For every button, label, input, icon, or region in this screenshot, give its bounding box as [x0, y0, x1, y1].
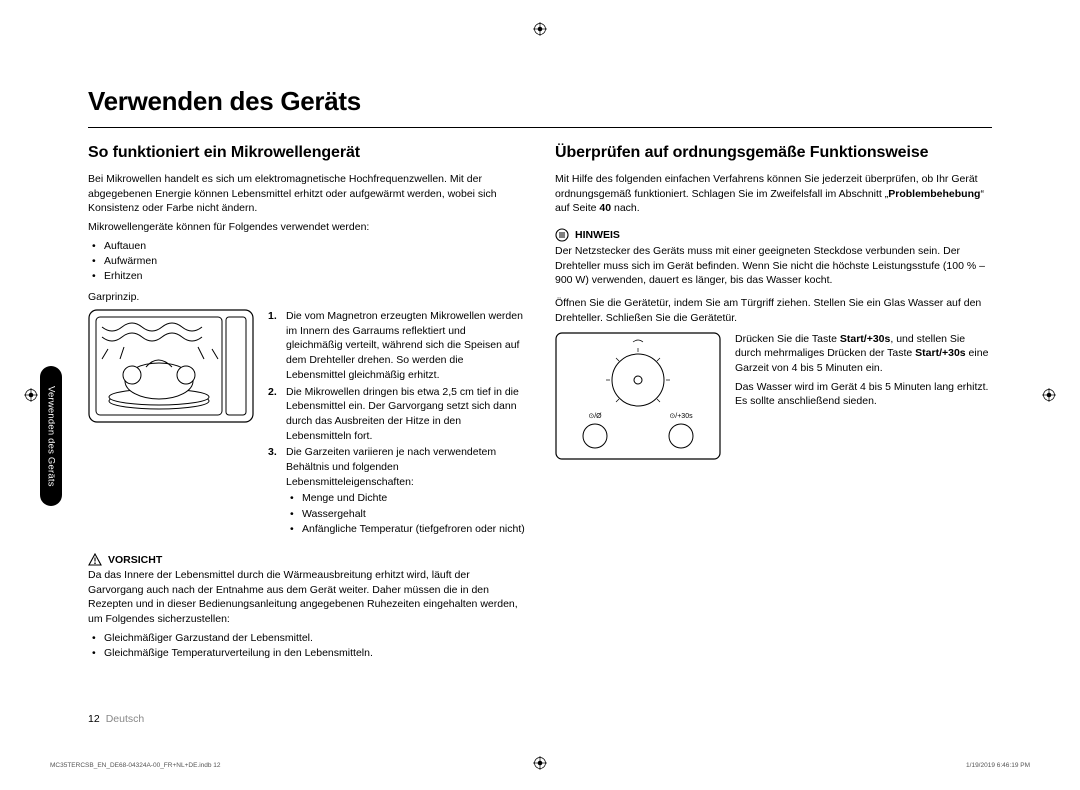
svg-text:⊙/+30s: ⊙/+30s — [669, 413, 693, 420]
body-text: Drücken Sie die Taste Start/+30s, und st… — [735, 332, 992, 376]
warning-icon — [88, 553, 102, 566]
list-item: 2.Die Mikrowellen dringen bis etwa 2,5 c… — [268, 385, 525, 444]
body-text: Das Wasser wird im Gerät 4 bis 5 Minuten… — [735, 380, 992, 409]
column-right: Überprüfen auf ordnungsgemäße Funktionsw… — [555, 144, 992, 665]
body-text: Bei Mikrowellen handelt es sich um elekt… — [88, 172, 525, 216]
print-timestamp: 1/19/2019 6:46:19 PM — [966, 762, 1030, 769]
caution-label: VORSICHT — [108, 554, 162, 566]
print-footer: MC35TERCSB_EN_DE68-04324A-00_FR+NL+DE.in… — [50, 762, 1030, 769]
page-language: Deutsch — [106, 713, 145, 725]
divider — [88, 127, 992, 128]
body-text: Mikrowellengeräte können für Folgendes v… — [88, 220, 525, 235]
list-item: Anfängliche Temperatur (tiefgefroren ode… — [302, 522, 525, 537]
properties-list: Menge und Dichte Wassergehalt Anfänglich… — [268, 491, 525, 537]
section-heading: Überprüfen auf ordnungsgemäße Funktionsw… — [555, 144, 992, 162]
microwave-principle-illustration — [88, 309, 254, 541]
control-panel-illustration: ⊙/Ø ⊙/+30s — [555, 332, 721, 460]
list-item: Aufwärmen — [104, 254, 525, 269]
caution-list: Gleichmäßiger Garzustand der Lebensmitte… — [88, 631, 525, 661]
crop-mark-icon — [1042, 388, 1056, 402]
note-icon — [555, 228, 569, 242]
caution-heading: VORSICHT — [88, 553, 525, 566]
section-heading: So funktioniert ein Mikrowellengerät — [88, 144, 525, 162]
print-filename: MC35TERCSB_EN_DE68-04324A-00_FR+NL+DE.in… — [50, 762, 221, 769]
steps-list: 1.Die vom Magnetron erzeugten Mikrowelle… — [268, 309, 525, 489]
list-item: Gleichmäßige Temperaturverteilung in den… — [104, 646, 525, 661]
list-item: Gleichmäßiger Garzustand der Lebensmitte… — [104, 631, 525, 646]
crop-mark-icon — [24, 388, 38, 402]
list-item: 3.Die Garzeiten variieren je nach verwen… — [268, 445, 525, 489]
page-title: Verwenden des Geräts — [88, 86, 992, 117]
svg-text:⊙/Ø: ⊙/Ø — [588, 413, 602, 420]
list-item: 1.Die vom Magnetron erzeugten Mikrowelle… — [268, 309, 525, 382]
body-text: Mit Hilfe des folgenden einfachen Verfah… — [555, 172, 992, 216]
page-number: 12 — [88, 713, 100, 725]
caution-text: Da das Innere der Lebensmittel durch die… — [88, 568, 525, 627]
note-label: HINWEIS — [575, 229, 620, 241]
list-item: Menge und Dichte — [302, 491, 525, 506]
uses-list: Auftauen Aufwärmen Erhitzen — [88, 239, 525, 285]
section-tab: Verwenden des Geräts — [40, 366, 62, 506]
list-item: Erhitzen — [104, 269, 525, 284]
note-heading: HINWEIS — [555, 228, 992, 242]
list-item: Wassergehalt — [302, 507, 525, 522]
list-item: Auftauen — [104, 239, 525, 254]
body-text: Garprinzip. — [88, 290, 525, 305]
page-footer: 12 Deutsch — [88, 713, 144, 725]
note-text: Der Netzstecker des Geräts muss mit eine… — [555, 244, 992, 288]
body-text: Öffnen Sie die Gerätetür, indem Sie am T… — [555, 296, 992, 325]
column-left: So funktioniert ein Mikrowellengerät Bei… — [88, 144, 525, 665]
crop-mark-icon — [533, 22, 547, 36]
